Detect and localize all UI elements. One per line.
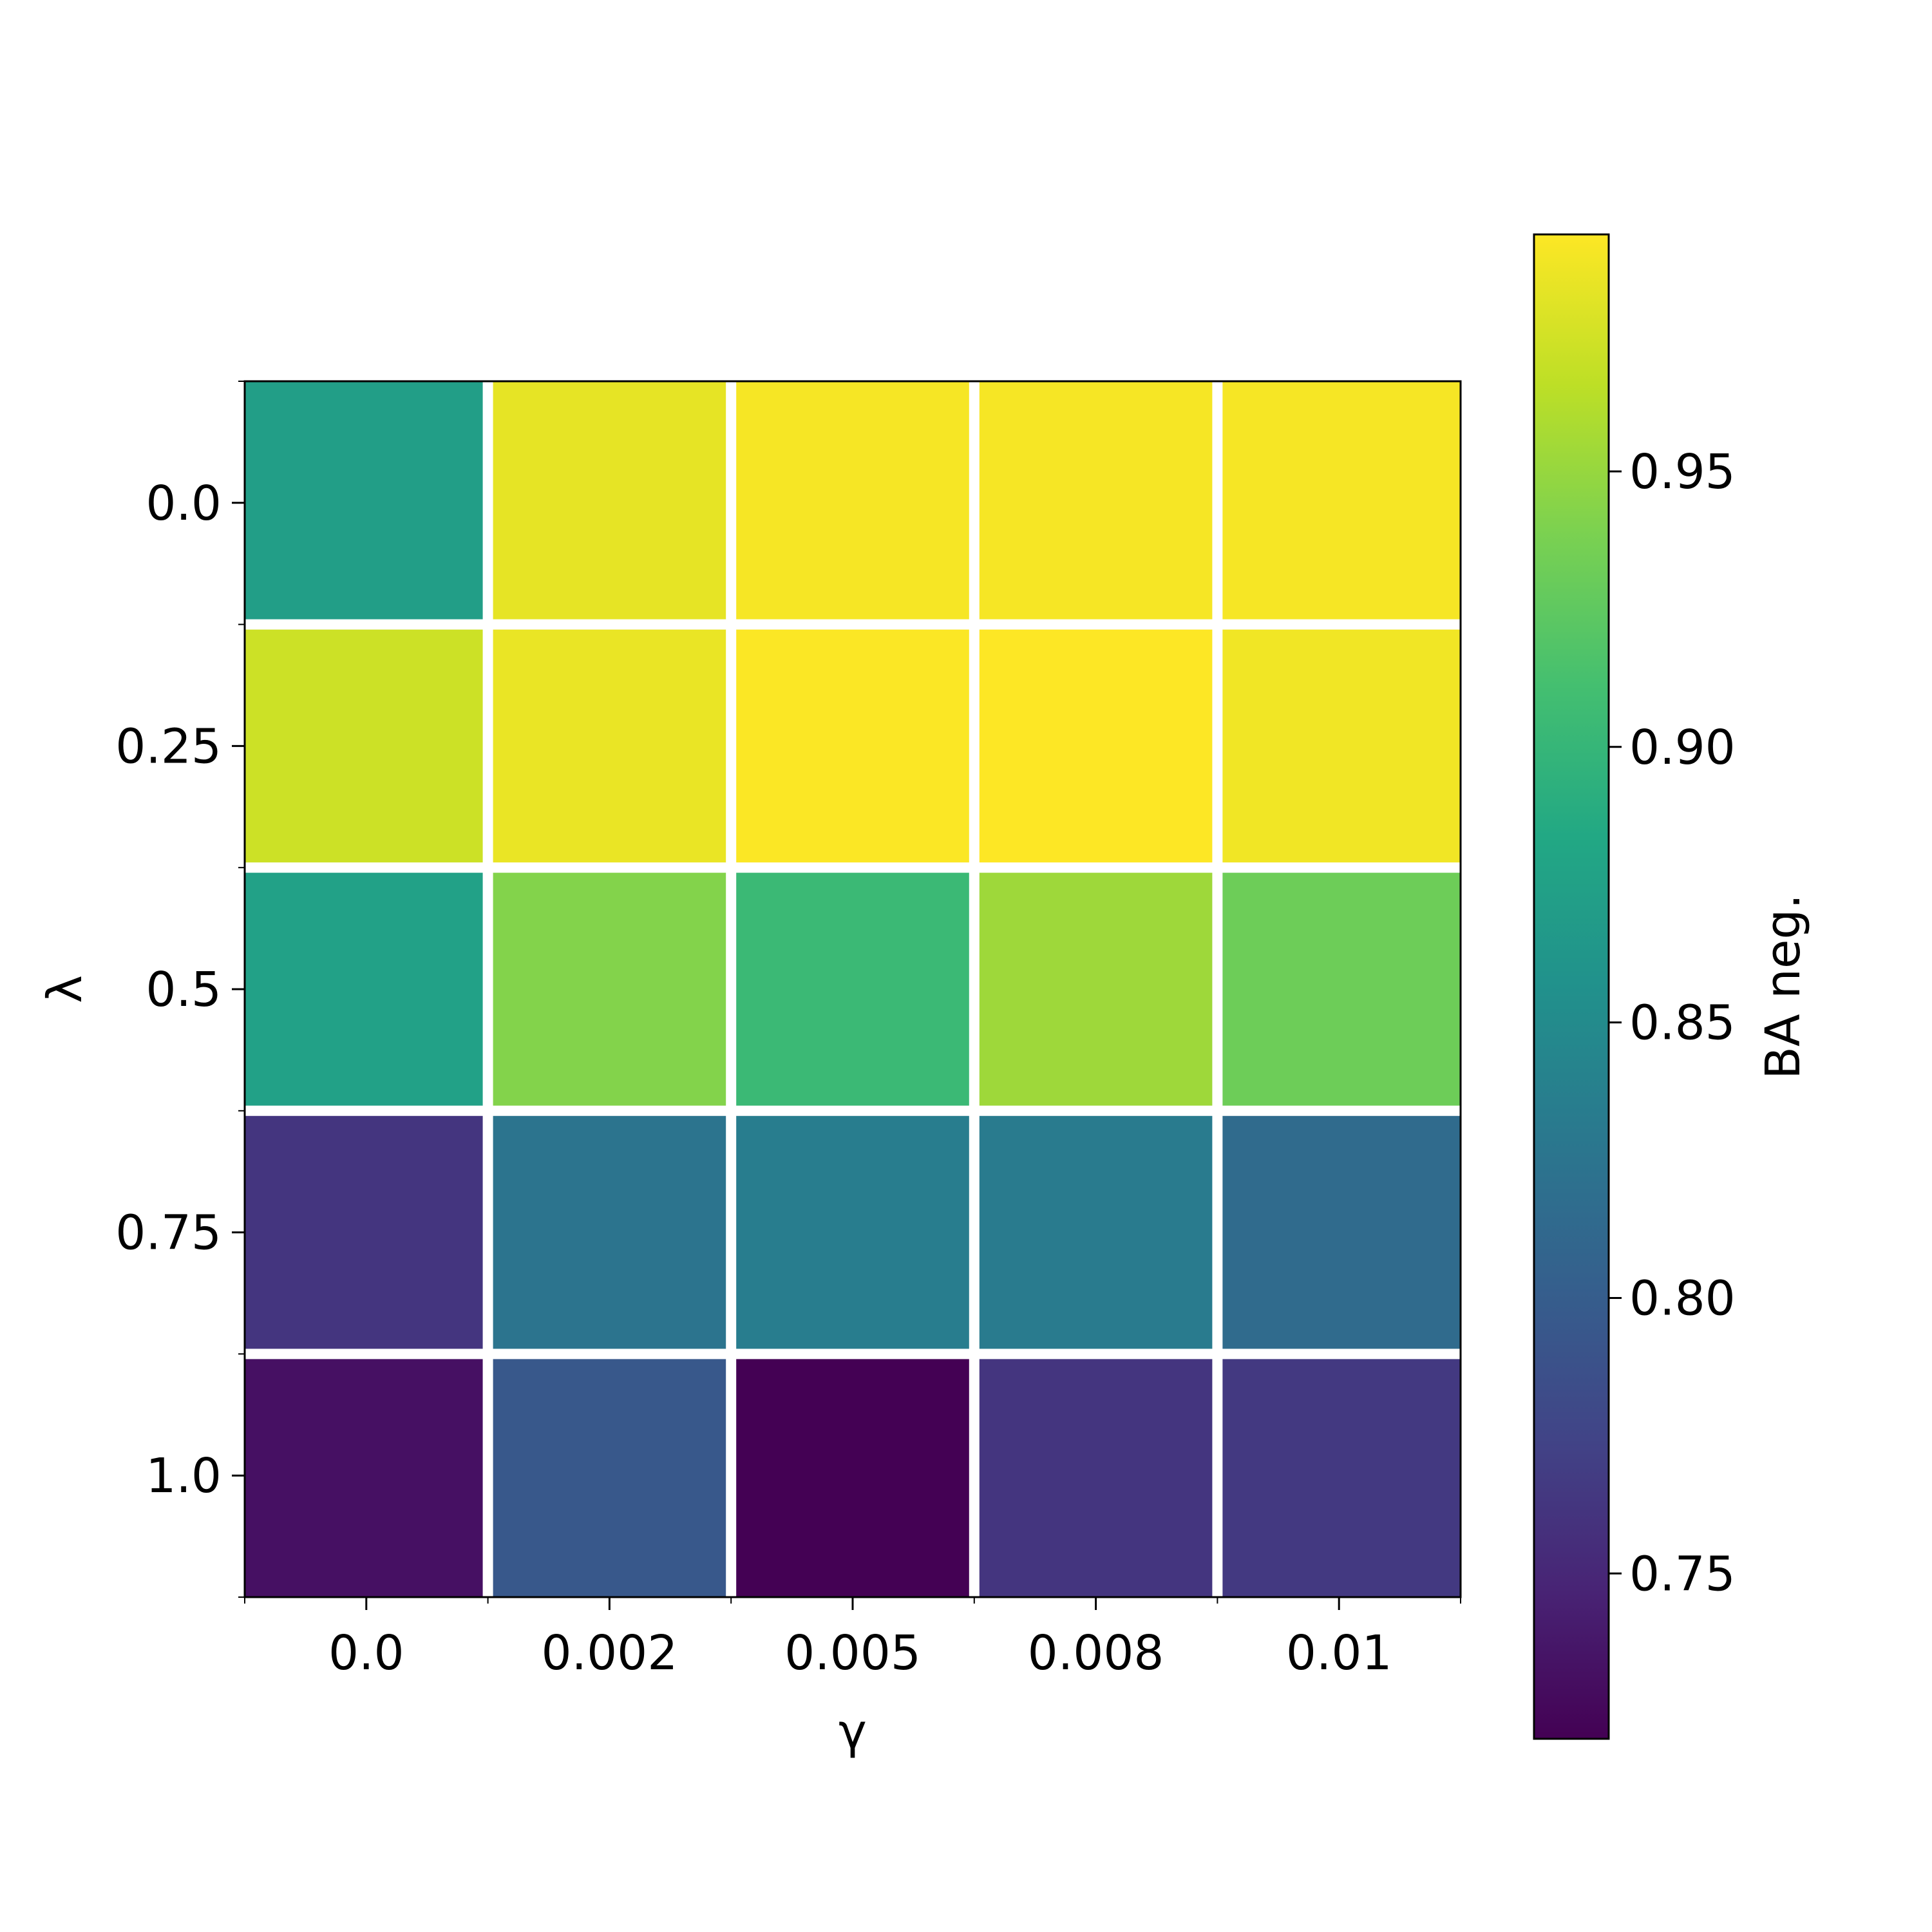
heatmap-cell xyxy=(979,381,1213,620)
y-tick-label: 1.0 xyxy=(146,1448,222,1504)
heatmap-cell xyxy=(245,1115,483,1349)
heatmap-cell xyxy=(1222,1115,1461,1349)
heatmap-cell xyxy=(979,1115,1213,1349)
colorbar-tick-label: 0.90 xyxy=(1629,720,1736,775)
heatmap-cell xyxy=(1222,873,1461,1106)
heatmap-cell xyxy=(493,629,726,863)
heatmap-cell xyxy=(493,1115,726,1349)
heatmap-cell xyxy=(736,381,969,620)
heatmap-cell xyxy=(245,873,483,1106)
colorbar-tick-label: 0.95 xyxy=(1629,444,1736,500)
x-tick-label: 0.005 xyxy=(784,1625,921,1681)
colorbar xyxy=(1533,233,1610,1740)
colorbar-axis: 0.75 0.80 0.85 0.90 0.95 xyxy=(1609,444,1736,1602)
x-tick-label: 0.01 xyxy=(1286,1625,1392,1681)
colorbar-label: BA neg. xyxy=(1756,894,1811,1079)
heatmap-cell xyxy=(1222,1359,1461,1597)
heatmap-cell xyxy=(1222,381,1461,620)
y-axis: 0.0 0.25 0.5 0.75 1.0 xyxy=(115,381,245,1598)
heatmap-cell xyxy=(245,629,483,863)
heatmap-cell xyxy=(245,1359,483,1597)
heatmap-cell xyxy=(736,1359,969,1597)
heatmap-cell xyxy=(979,1359,1213,1597)
x-axis-label: γ xyxy=(838,1704,867,1759)
heatmap-cell xyxy=(493,381,726,620)
heatmap-cell xyxy=(245,381,483,620)
x-axis: 0.0 0.002 0.005 0.008 0.01 xyxy=(244,1597,1461,1681)
y-tick-label: 0.0 xyxy=(146,476,222,531)
heatmap-cell xyxy=(493,1359,726,1597)
x-tick-label: 0.002 xyxy=(541,1625,677,1681)
heatmap-cell xyxy=(979,873,1213,1106)
x-tick-label: 0.0 xyxy=(328,1625,404,1681)
colorbar-tick-label: 0.85 xyxy=(1629,996,1736,1051)
y-axis-label: λ xyxy=(37,975,93,1003)
x-tick-label: 0.008 xyxy=(1028,1625,1164,1681)
heatmap-cell xyxy=(736,873,969,1106)
heatmap-cell xyxy=(736,1115,969,1349)
heatmap-cell xyxy=(736,629,969,863)
heatmap-cell xyxy=(979,629,1213,863)
heatmap-cells xyxy=(245,381,1461,1597)
heatmap-cell xyxy=(1222,629,1461,863)
heatmap-cell xyxy=(493,873,726,1106)
colorbar-tick-label: 0.75 xyxy=(1629,1546,1736,1602)
colorbar-tick-label: 0.80 xyxy=(1629,1271,1736,1326)
y-tick-label: 0.25 xyxy=(115,719,222,774)
y-tick-label: 0.75 xyxy=(115,1206,222,1261)
y-tick-label: 0.5 xyxy=(146,962,222,1018)
